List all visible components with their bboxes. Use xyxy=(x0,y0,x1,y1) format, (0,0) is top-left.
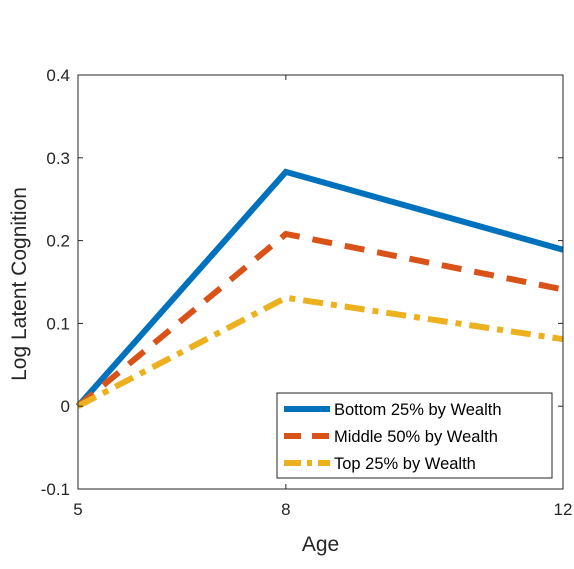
labels-layer: -0.1 0 0.1 0.2 0.3 0.4 5 8 12 Age Log Latent Cogni… xyxy=(8,66,572,556)
x-tick-label: 8 xyxy=(281,500,290,519)
series-line-3 xyxy=(76,294,564,409)
y-tick-label: 0.1 xyxy=(46,314,70,333)
axes-frame xyxy=(77,74,564,490)
y-tick-label: 0.3 xyxy=(46,149,70,168)
y-axis-label: Log Latent Cognition xyxy=(8,187,31,381)
axes-layer xyxy=(77,74,564,490)
x-tick-label: 12 xyxy=(554,500,573,519)
y-tick-label: 0.2 xyxy=(46,232,70,251)
legend-label-3: Top 25% by Wealth xyxy=(334,455,476,473)
y-tick-label: -0.1 xyxy=(41,480,70,499)
legend-label-2: Middle 50% by Wealth xyxy=(334,428,498,446)
x-axis-label: Age xyxy=(302,533,339,556)
series-line-1 xyxy=(75,168,564,409)
series-layer xyxy=(75,168,564,409)
x-tick-label: 5 xyxy=(73,500,82,519)
y-tick-label: 0 xyxy=(61,397,70,416)
series-line-2 xyxy=(76,230,564,409)
legend-label-1: Bottom 25% by Wealth xyxy=(334,401,502,419)
y-tick-label: 0.4 xyxy=(46,66,70,85)
legend: Bottom 25% by Wealth Middle 50% by Wealth… xyxy=(276,392,553,479)
